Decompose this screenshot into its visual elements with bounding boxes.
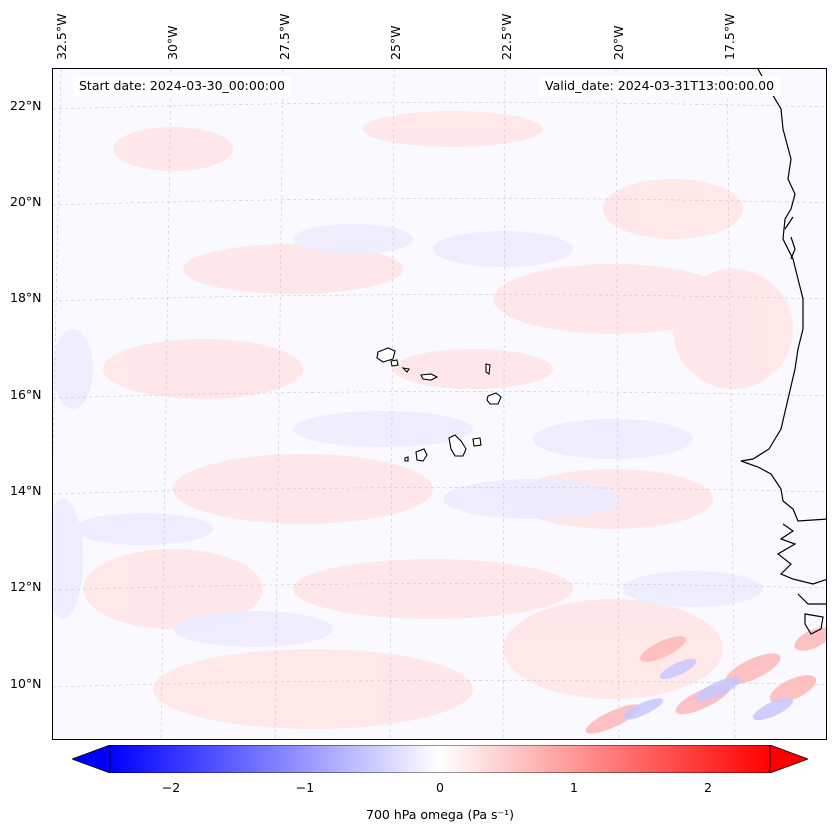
colorbar-tick-minus-1: −1	[295, 780, 315, 795]
colorbar-tick-minus-2: −2	[161, 780, 181, 795]
lon-label-25w: 25°W	[388, 25, 403, 60]
colorbar-label: 700 hPa omega (Pa s⁻¹)	[366, 807, 514, 822]
lat-label-18n: 18°N	[10, 290, 42, 305]
omega-field	[53, 69, 826, 739]
omega-field-map	[53, 69, 826, 739]
start-date-label: Start date: 2024-03-30_00:00:00	[73, 76, 291, 96]
lat-label-14n: 14°N	[10, 483, 42, 498]
lat-label-12n: 12°N	[10, 579, 42, 594]
valid-date-label: Valid_date: 2024-03-31T13:00:00.00	[539, 76, 781, 96]
lat-label-20n: 20°N	[10, 194, 42, 209]
colorbar-tick-0: 0	[436, 780, 444, 795]
colorbar-tick-1: 1	[570, 780, 578, 795]
colorbar-tick-2: 2	[704, 780, 712, 795]
lon-label-17-5w: 17.5°W	[722, 13, 737, 60]
lon-label-22-5w: 22.5°W	[499, 13, 514, 60]
lon-label-27-5w: 27.5°W	[277, 13, 292, 60]
lon-label-30w: 30°W	[165, 25, 180, 60]
cape-verde-islands	[376, 347, 502, 462]
colorbar	[72, 745, 808, 773]
map-panel	[52, 68, 827, 740]
graticule	[53, 69, 826, 739]
lat-label-22n: 22°N	[10, 98, 42, 113]
lat-label-16n: 16°N	[10, 387, 42, 402]
colorbar-extend-left	[72, 745, 111, 773]
lat-label-10n: 10°N	[10, 676, 42, 691]
colorbar-gradient	[109, 745, 771, 773]
coastline	[740, 69, 826, 635]
colorbar-extend-right	[769, 745, 808, 773]
lon-label-20w: 20°W	[611, 25, 626, 60]
lon-label-32-5w: 32.5°W	[54, 13, 69, 60]
